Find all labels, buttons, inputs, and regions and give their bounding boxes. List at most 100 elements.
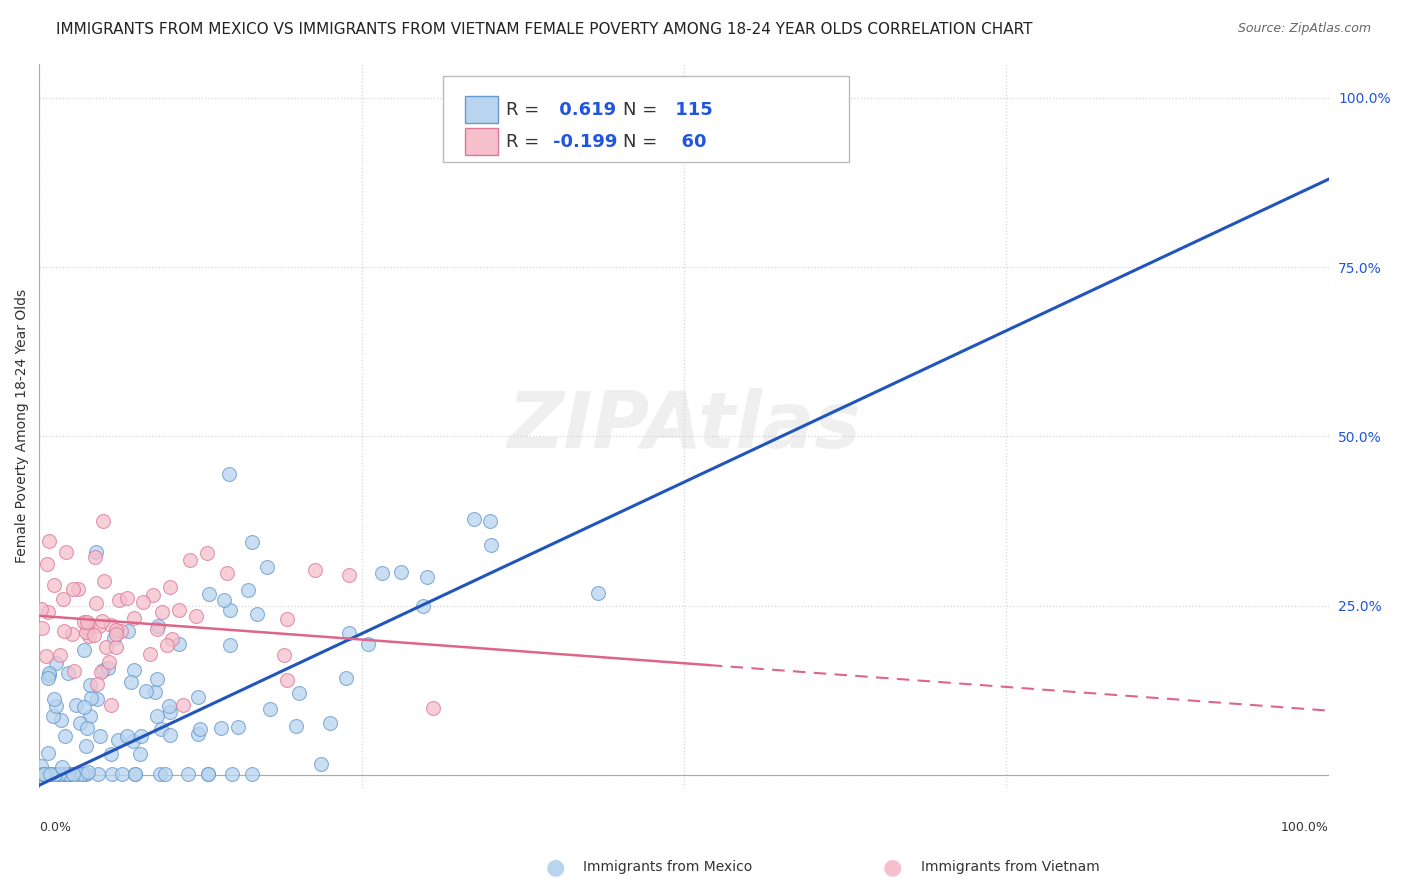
Point: [70, 767, 93, 781]
Point: [55, 544, 77, 558]
Text: R =: R =: [506, 133, 540, 151]
Point: [129, 747, 152, 762]
Point: [62, 582, 84, 596]
Point: [416, 570, 439, 584]
Point: [242, 767, 264, 781]
Point: [79, 678, 101, 692]
Point: [121, 734, 143, 748]
Point: [73, 615, 96, 630]
Point: [120, 674, 142, 689]
Point: [149, 767, 172, 781]
Point: [65, 698, 87, 712]
Point: [105, 627, 128, 641]
Point: [41, 767, 63, 781]
Point: [76, 615, 98, 629]
Point: [184, 609, 207, 624]
Point: [122, 611, 145, 625]
Point: [98, 655, 121, 669]
Point: [51, 760, 73, 774]
Point: [187, 690, 209, 704]
Point: [32, 767, 55, 781]
Point: [276, 612, 298, 626]
Point: [31, 767, 53, 781]
Point: [337, 626, 360, 640]
Point: [256, 560, 278, 574]
Text: N =: N =: [623, 101, 658, 119]
Point: [309, 757, 332, 772]
Point: [93, 574, 115, 589]
Point: [198, 587, 221, 601]
Point: [55, 767, 77, 781]
Point: [131, 730, 153, 744]
Point: [75, 767, 97, 781]
Text: IMMIGRANTS FROM MEXICO VS IMMIGRANTS FROM VIETNAM FEMALE POVERTY AMONG 18-24 YEA: IMMIGRANTS FROM MEXICO VS IMMIGRANTS FRO…: [56, 22, 1033, 37]
Point: [52, 592, 75, 607]
Point: [38, 668, 60, 682]
Point: [221, 767, 243, 781]
Point: [32, 767, 55, 781]
Point: [100, 698, 122, 712]
Point: [146, 673, 169, 687]
Point: [273, 648, 295, 662]
Text: -0.199: -0.199: [553, 133, 617, 151]
Point: [77, 629, 100, 643]
Point: [55, 767, 77, 781]
Point: [30, 602, 52, 616]
Point: [238, 583, 260, 598]
Point: [159, 728, 181, 742]
Point: [31, 622, 53, 636]
Point: [76, 616, 98, 631]
Point: [34, 767, 56, 781]
Point: [145, 622, 167, 636]
Point: [37, 747, 59, 761]
FancyBboxPatch shape: [443, 77, 849, 161]
Point: [38, 767, 60, 781]
Point: [35, 648, 58, 663]
Point: [62, 767, 84, 781]
Text: 0.619: 0.619: [553, 101, 616, 119]
Point: [86, 691, 108, 706]
Point: [159, 705, 181, 719]
Point: [83, 550, 105, 565]
Point: [219, 638, 242, 652]
Point: [79, 709, 101, 723]
Text: 100.0%: 100.0%: [1281, 822, 1329, 834]
Point: [150, 723, 173, 737]
Point: [108, 592, 131, 607]
Text: ●: ●: [546, 857, 565, 877]
Text: ZIPAtlas: ZIPAtlas: [508, 388, 860, 464]
Point: [52, 767, 75, 781]
Point: [259, 702, 281, 716]
Point: [44, 691, 66, 706]
Point: [179, 552, 201, 566]
Text: Source: ZipAtlas.com: Source: ZipAtlas.com: [1237, 22, 1371, 36]
Point: [190, 722, 212, 736]
Point: [319, 715, 342, 730]
Point: [122, 663, 145, 677]
Point: [56, 767, 79, 781]
Point: [370, 566, 392, 580]
Point: [357, 637, 380, 651]
Point: [38, 665, 60, 680]
Point: [37, 671, 59, 685]
Point: [67, 582, 90, 597]
Point: [73, 643, 96, 657]
Point: [422, 701, 444, 715]
Point: [48, 767, 70, 781]
Point: [117, 624, 139, 638]
Point: [104, 623, 127, 637]
Point: [30, 759, 52, 773]
Point: [172, 698, 194, 712]
Point: [335, 671, 357, 685]
Point: [150, 605, 173, 619]
Point: [59, 767, 82, 781]
Point: [87, 619, 110, 633]
Point: [240, 534, 263, 549]
Point: [37, 767, 59, 781]
Point: [132, 595, 155, 609]
Point: [100, 618, 122, 632]
FancyBboxPatch shape: [465, 128, 498, 155]
Point: [304, 563, 326, 577]
Point: [124, 767, 146, 781]
Point: [66, 767, 89, 781]
